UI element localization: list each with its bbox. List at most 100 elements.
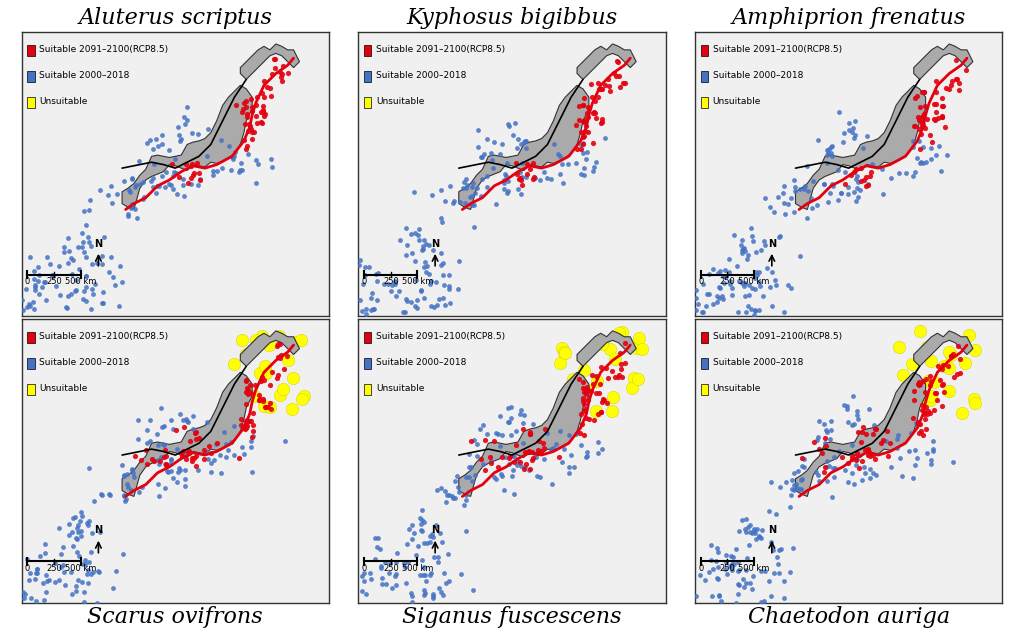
Point	[506, 451, 522, 461]
Text: Suitable 2000–2018: Suitable 2000–2018	[713, 71, 803, 81]
Point	[943, 80, 959, 90]
Point	[418, 239, 434, 249]
Point	[734, 244, 751, 255]
Point	[825, 181, 842, 191]
Point	[144, 144, 161, 154]
Point	[256, 92, 272, 102]
Point	[866, 420, 883, 430]
Point	[105, 272, 122, 282]
Point	[500, 177, 516, 187]
Point	[47, 281, 63, 291]
Point	[37, 539, 53, 549]
Point	[512, 405, 528, 415]
Point	[139, 138, 156, 148]
Point	[593, 84, 609, 94]
Point	[269, 373, 286, 383]
Point	[93, 251, 110, 262]
Point	[38, 295, 54, 305]
Point	[243, 93, 259, 104]
Point	[257, 361, 273, 371]
Point	[383, 584, 399, 594]
Point	[907, 445, 924, 455]
Point	[829, 195, 846, 205]
Point	[485, 436, 502, 446]
Point	[103, 181, 120, 191]
Point	[248, 335, 264, 345]
Point	[850, 463, 866, 473]
Point	[816, 462, 833, 472]
Point	[729, 566, 745, 577]
Point	[31, 262, 47, 272]
Point	[616, 338, 633, 348]
Point	[630, 374, 646, 384]
Point	[756, 291, 772, 302]
Point	[827, 462, 844, 472]
Point	[505, 465, 521, 476]
Point	[412, 570, 428, 580]
Point	[27, 574, 43, 584]
Point	[554, 457, 570, 467]
Point	[57, 580, 74, 590]
Point	[137, 445, 154, 455]
Point	[144, 454, 161, 464]
Point	[744, 283, 761, 293]
Point	[407, 187, 423, 197]
Point	[776, 307, 793, 317]
Point	[276, 436, 293, 446]
Point	[767, 280, 783, 290]
Point	[255, 396, 271, 406]
Point	[740, 290, 757, 300]
Point	[935, 387, 951, 397]
Point	[584, 370, 600, 380]
Text: 0: 0	[698, 277, 703, 286]
Point	[380, 279, 396, 289]
Point	[504, 451, 520, 462]
Text: Suitable 2091–2100(RCP8.5): Suitable 2091–2100(RCP8.5)	[713, 45, 842, 55]
Point	[80, 520, 96, 530]
Point	[941, 386, 957, 396]
Point	[894, 471, 910, 481]
Point	[810, 432, 826, 442]
Point	[878, 436, 894, 446]
Point	[925, 436, 941, 446]
Point	[233, 158, 250, 168]
Point	[422, 537, 438, 547]
Point	[38, 570, 54, 580]
Point	[882, 438, 898, 448]
Point	[943, 76, 959, 86]
Polygon shape	[913, 331, 973, 366]
Point	[517, 135, 534, 145]
Point	[915, 142, 932, 152]
Point	[904, 413, 921, 424]
Point	[822, 142, 839, 152]
Point	[824, 150, 841, 161]
Point	[521, 164, 538, 175]
Point	[792, 251, 808, 261]
Point	[916, 102, 933, 112]
Point	[389, 548, 406, 558]
Point	[524, 419, 541, 429]
Point	[919, 448, 935, 458]
Point	[78, 282, 94, 292]
Text: Aluterus scriptus: Aluterus scriptus	[79, 7, 272, 29]
Point	[485, 137, 502, 147]
Point	[613, 327, 630, 337]
Point	[251, 390, 267, 400]
Point	[369, 295, 385, 305]
Point	[172, 408, 188, 418]
Point	[575, 387, 592, 398]
Point	[124, 173, 140, 184]
Point	[571, 428, 588, 438]
Point	[180, 448, 197, 458]
Point	[418, 575, 434, 585]
Point	[817, 432, 834, 443]
Point	[601, 81, 617, 91]
Point	[160, 467, 176, 478]
Point	[224, 398, 241, 408]
Point	[428, 520, 444, 530]
Point	[767, 274, 783, 284]
Point	[508, 158, 524, 168]
Point	[99, 190, 116, 201]
Point	[253, 107, 269, 117]
Point	[180, 446, 197, 456]
